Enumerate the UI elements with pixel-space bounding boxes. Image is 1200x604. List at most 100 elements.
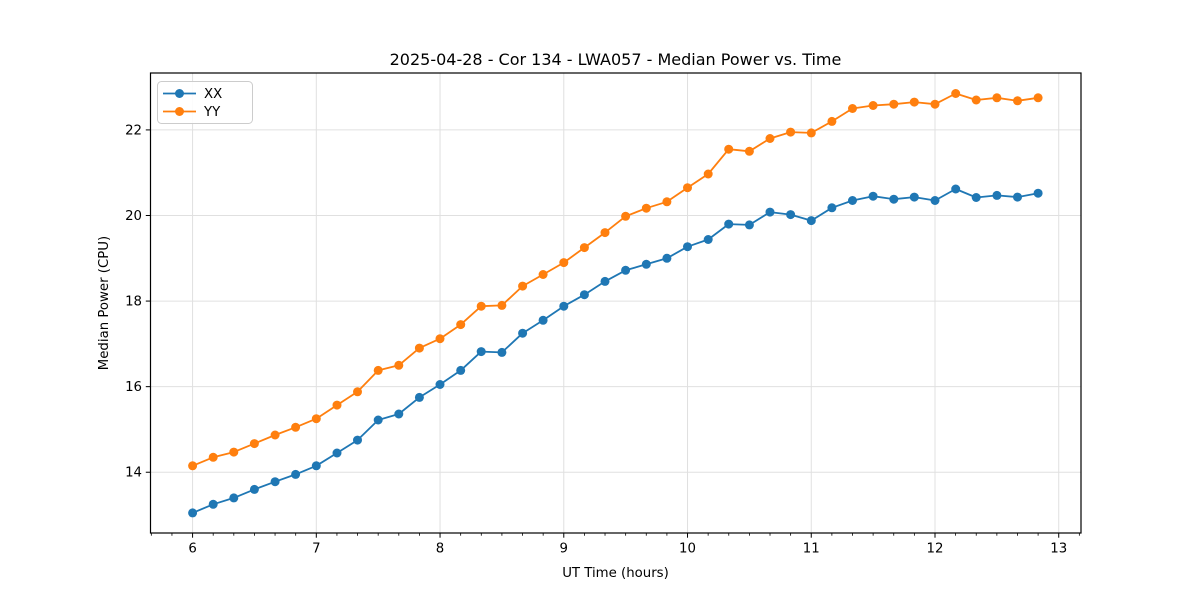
data-point-xx [662,253,672,263]
data-point-yy [229,447,239,457]
data-point-xx [497,347,507,357]
x-axis-label: UT Time (hours) [562,566,669,581]
data-point-xx [291,469,301,479]
data-point-yy [703,169,713,179]
x-tick-label: 12 [927,542,944,557]
y-axis-label: Median Power (CPU) [97,236,112,370]
legend-dot-icon [175,107,184,116]
data-point-xx [208,499,218,509]
data-point-xx [414,392,424,402]
data-point-yy [765,134,775,143]
data-point-xx [311,461,321,471]
data-point-yy [889,99,899,109]
data-point-xx [930,196,940,205]
data-point-xx [1013,192,1022,202]
legend-label-xx: XX [204,87,222,102]
data-point-xx [744,220,754,230]
data-point-xx [456,365,466,375]
data-point-xx [889,194,899,204]
x-tick-label: 10 [679,542,696,557]
x-tick-label: 9 [560,542,568,557]
data-point-yy [414,343,424,353]
data-point-yy [909,97,919,107]
data-point-yy [1033,93,1043,103]
data-point-yy [806,128,816,138]
legend-item-yy: YY [163,105,221,120]
data-point-yy [579,243,589,253]
data-point-xx [992,190,1002,200]
data-point-yy [311,414,321,424]
data-point-yy [208,452,218,462]
data-point-yy [497,300,507,310]
data-point-yy [744,146,754,156]
data-point-xx [373,415,383,425]
data-point-xx [394,409,404,419]
data-point-xx [538,315,548,325]
y-tick-label: 20 [125,209,142,224]
data-point-xx [724,219,734,229]
data-point-yy [332,400,342,410]
data-point-yy [683,183,692,193]
data-point-yy [270,430,280,440]
data-point-xx [683,242,692,252]
x-tick-label: 8 [436,542,444,557]
data-point-xx [806,216,816,226]
data-point-xx [332,448,342,458]
data-point-xx [476,347,486,357]
data-point-yy [188,461,198,471]
data-point-xx [229,493,239,503]
y-tick-label: 16 [125,380,142,395]
data-point-xx [951,184,961,194]
data-point-yy [1013,96,1022,106]
data-point-yy [291,422,301,432]
data-point-yy [724,144,734,154]
data-point-xx [971,193,981,202]
data-point-yy [992,93,1002,103]
data-point-yy [621,211,631,221]
data-point-yy [786,127,796,137]
data-point-xx [353,435,362,445]
data-point-yy [641,203,651,213]
data-point-xx [765,207,775,217]
data-point-yy [249,439,259,449]
data-point-xx [641,259,651,269]
data-point-yy [353,387,362,397]
data-point-xx [600,276,610,286]
data-point-xx [868,191,878,201]
data-point-xx [786,210,796,220]
data-point-xx [270,477,280,487]
data-point-xx [621,265,631,275]
legend-dot-icon [175,89,184,98]
data-point-yy [971,95,981,105]
data-point-yy [373,365,383,375]
data-point-yy [518,281,528,291]
data-point-xx [579,290,589,300]
y-tick-label: 14 [125,466,142,481]
legend-label-yy: YY [203,105,221,120]
data-point-yy [600,228,610,238]
chart-title: 2025-04-28 - Cor 134 - LWA057 - Median P… [390,50,842,69]
data-point-yy [476,301,486,311]
data-point-yy [662,197,672,207]
x-tick-label: 6 [188,542,196,557]
data-point-xx [559,301,569,311]
data-point-yy [394,360,404,370]
y-tick-label: 18 [125,295,142,310]
data-point-xx [703,235,713,244]
data-point-yy [827,116,837,126]
data-point-yy [868,101,878,110]
plot-area: 6 7 8 9 10 11 12 13 14 16 18 20 22 [125,72,1082,557]
data-point-xx [518,328,528,338]
x-tick-label: 7 [312,542,320,557]
legend: XX YY [157,81,253,124]
data-point-xx [188,508,198,518]
data-point-yy [456,320,466,330]
data-point-xx [848,196,857,205]
y-tick-label: 22 [125,123,142,138]
x-tick-label: 13 [1050,542,1067,557]
data-point-yy [930,99,940,109]
plot-border [149,72,1082,534]
data-point-yy [559,258,569,268]
data-point-yy [848,104,857,113]
